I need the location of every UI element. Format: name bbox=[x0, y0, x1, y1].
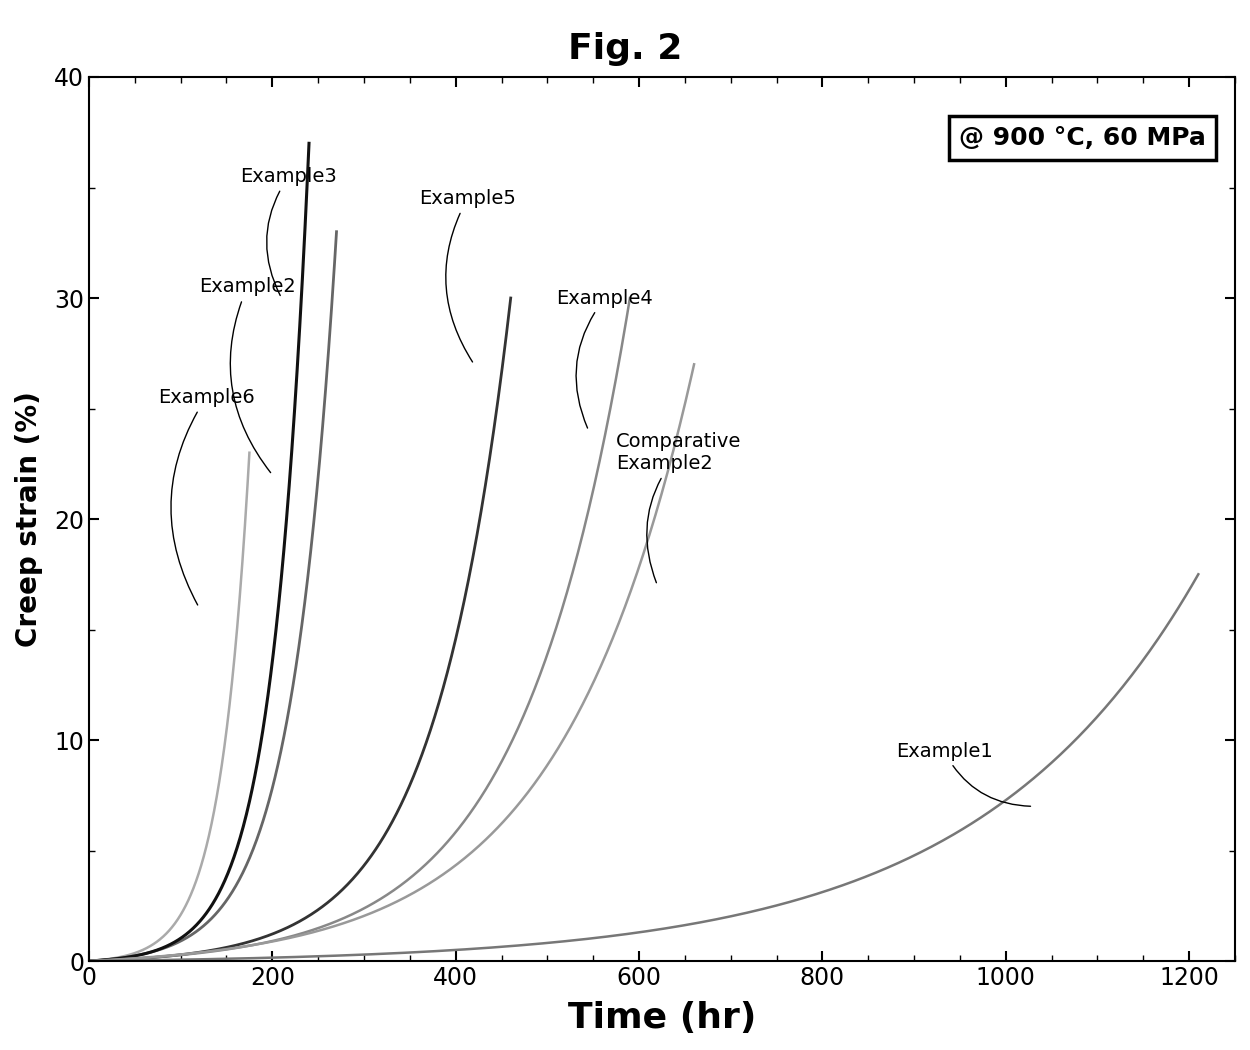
Text: Fig. 2: Fig. 2 bbox=[568, 32, 682, 65]
Text: Example1: Example1 bbox=[896, 741, 1030, 806]
Text: Comparative
Example2: Comparative Example2 bbox=[616, 433, 741, 583]
Text: Example3: Example3 bbox=[240, 167, 338, 295]
Text: Example4: Example4 bbox=[556, 289, 654, 428]
Text: Example2: Example2 bbox=[199, 277, 296, 472]
X-axis label: Time (hr): Time (hr) bbox=[568, 1001, 756, 1035]
Text: Example6: Example6 bbox=[158, 387, 255, 605]
Text: @ 900 °C, 60 MPa: @ 900 °C, 60 MPa bbox=[960, 126, 1206, 149]
Y-axis label: Creep strain (%): Creep strain (%) bbox=[15, 391, 42, 647]
Text: Example5: Example5 bbox=[419, 189, 516, 362]
